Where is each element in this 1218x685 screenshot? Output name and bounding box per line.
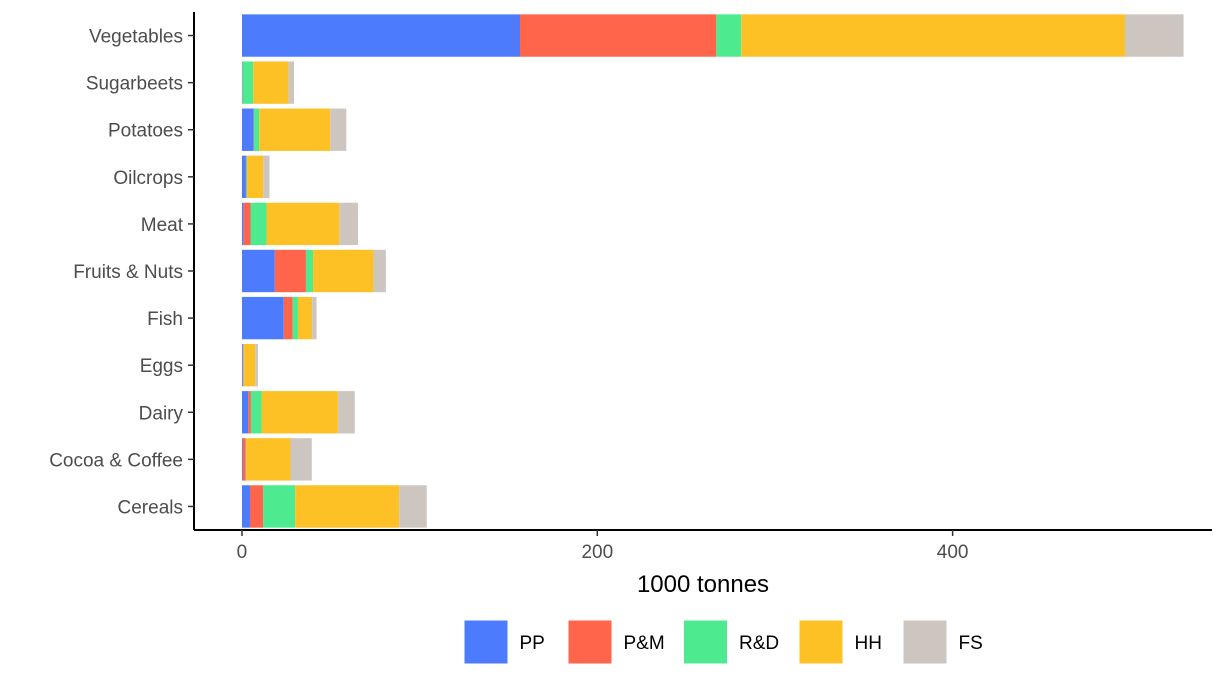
bar-potatoes-fs: [330, 108, 347, 151]
bar-potatoes-randd: [253, 108, 260, 151]
bar-eggs-hh: [243, 343, 256, 387]
legend-label-pp: PP: [520, 633, 545, 654]
y-tick-label-fruits-and-nuts: Fruits & Nuts: [73, 262, 183, 283]
x-tick-label-0: 0: [237, 542, 248, 563]
y-tick-label-sugarbeets: Sugarbeets: [86, 74, 183, 95]
y-tick-label-dairy: Dairy: [139, 403, 184, 424]
legend-label-randd: R&D: [739, 633, 779, 654]
legend-label-fs: FS: [959, 633, 983, 654]
bar-dairy-fs: [337, 391, 355, 434]
bar-dairy-pp: [241, 391, 249, 434]
y-tick-label-cocoa-and-coffee: Cocoa & Coffee: [49, 450, 183, 471]
bar-fish-pandm: [283, 296, 293, 340]
bar-cereals-pandm: [249, 485, 264, 528]
bar-potatoes-pp: [241, 108, 254, 151]
legend-swatch-pp: [464, 620, 508, 664]
bar-fruits-and-nuts-pandm: [274, 249, 306, 293]
bar-vegetables-randd: [716, 14, 742, 57]
y-tick-label-vegetables: Vegetables: [89, 27, 183, 48]
bar-dairy-hh: [261, 391, 338, 434]
y-tick-label-meat: Meat: [141, 215, 184, 236]
bar-fish-pp: [241, 296, 284, 340]
bar-dairy-randd: [250, 391, 262, 434]
bar-meat-fs: [339, 202, 358, 246]
bar-oilcrops-pp: [241, 155, 246, 199]
bar-oilcrops-randd: [246, 155, 248, 199]
bar-eggs-fs: [255, 343, 258, 387]
bar-cocoa-and-coffee-hh: [246, 438, 291, 481]
bar-fish-randd: [292, 296, 298, 340]
bar-vegetables-pandm: [520, 14, 717, 57]
bar-vegetables-hh: [741, 14, 1125, 57]
y-axis: Cereals Cocoa & Coffee Dairy Eggs Fish Fruits…: [49, 27, 194, 518]
bar-fish-hh: [297, 296, 313, 340]
bar-dairy-pandm: [248, 391, 251, 434]
bar-sugarbeets-hh: [253, 61, 289, 104]
bar-fruits-and-nuts-randd: [305, 249, 314, 293]
bar-vegetables-fs: [1124, 14, 1184, 57]
bar-vegetables-pp: [241, 14, 521, 57]
y-tick-label-cereals: Cereals: [118, 497, 183, 518]
bar-cocoa-and-coffee-pandm: [242, 438, 246, 481]
bar-fruits-and-nuts-pp: [241, 249, 275, 293]
legend-label-hh: HH: [855, 633, 882, 654]
legend-swatch-hh: [799, 620, 843, 664]
y-tick-label-oilcrops: Oilcrops: [113, 168, 183, 189]
bar-eggs-pp: [241, 343, 243, 387]
bar-fruits-and-nuts-fs: [373, 249, 386, 293]
bar-potatoes-hh: [259, 108, 331, 151]
bar-oilcrops-fs: [263, 155, 270, 199]
bar-fish-fs: [312, 296, 317, 340]
bar-cereals-pp: [241, 485, 250, 528]
bar-meat-hh: [266, 202, 340, 246]
y-tick-label-potatoes: Potatoes: [108, 121, 183, 142]
x-axis: 0 200 400: [237, 530, 969, 563]
legend-swatch-randd: [684, 620, 727, 664]
bar-eggs-pandm: [242, 343, 244, 387]
bar-cereals-hh: [295, 485, 400, 528]
y-tick-label-fish: Fish: [147, 309, 183, 330]
bar-meat-randd: [250, 202, 267, 246]
legend: PP P&M R&D HH FS: [464, 620, 983, 664]
bar-oilcrops-pandm: [245, 155, 247, 199]
legend-swatch-fs: [903, 620, 947, 664]
legend-label-pandm: P&M: [624, 633, 665, 654]
bar-meat-pp: [241, 202, 244, 246]
bar-sugarbeets-randd: [242, 61, 254, 104]
bar-cereals-fs: [399, 485, 427, 528]
bar-sugarbeets-fs: [288, 61, 295, 104]
bar-cereals-randd: [263, 485, 296, 528]
bar-oilcrops-hh: [247, 155, 264, 199]
x-tick-label-200: 200: [581, 542, 613, 563]
bar-cocoa-and-coffee-pp: [241, 438, 243, 481]
x-axis-title: 1000 tonnes: [637, 571, 769, 598]
bar-cocoa-and-coffee-fs: [290, 438, 312, 481]
bars-group: [241, 14, 1184, 528]
bar-meat-pandm: [243, 202, 251, 246]
x-tick-label-400: 400: [937, 542, 969, 563]
bar-fruits-and-nuts-hh: [313, 249, 374, 293]
y-tick-label-eggs: Eggs: [140, 356, 183, 377]
legend-swatch-pandm: [568, 620, 612, 664]
